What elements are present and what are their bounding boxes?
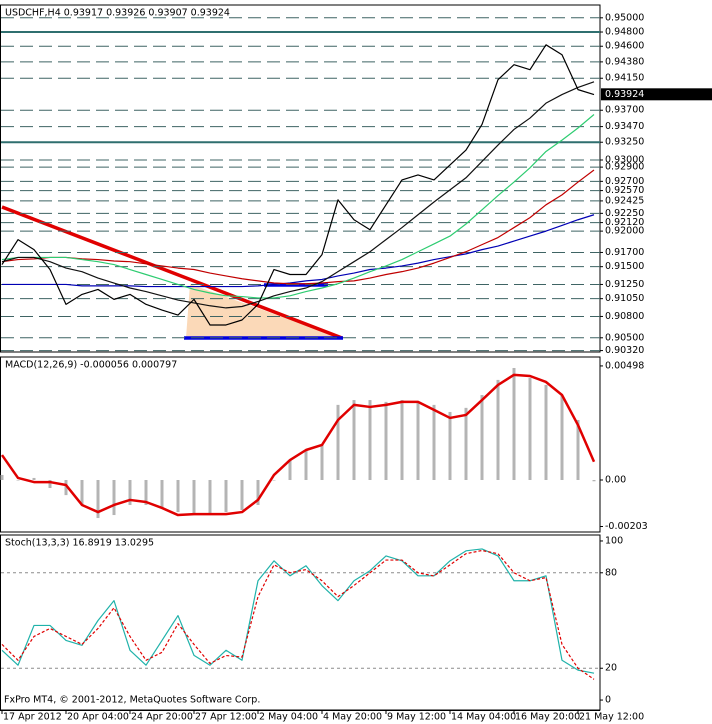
macd-bar bbox=[336, 404, 340, 481]
macd-bar bbox=[560, 395, 564, 481]
y-tick-label: 0.93700 bbox=[605, 105, 644, 116]
y-tick-label: 0.93470 bbox=[605, 121, 644, 132]
macd-bar bbox=[224, 480, 228, 513]
y-tick-label: 0.91500 bbox=[605, 261, 644, 272]
y-tick-label: 0.90320 bbox=[605, 345, 644, 356]
y-tick-label: 0.92250 bbox=[605, 208, 644, 219]
series-line bbox=[2, 214, 595, 288]
macd-bar bbox=[160, 480, 164, 508]
y-tick-label: 0.92570 bbox=[605, 185, 644, 196]
x-tick-label: 14 May 04:00 bbox=[451, 712, 516, 723]
macd-bar bbox=[400, 400, 404, 481]
trend-line bbox=[1, 205, 343, 340]
macd-bar bbox=[240, 480, 244, 511]
series-line bbox=[1, 114, 595, 299]
y-tick-label: 0.93000 bbox=[605, 155, 644, 166]
y-tick-label: -0.00203 bbox=[605, 521, 648, 532]
macd-bar bbox=[592, 480, 596, 482]
macd-bar bbox=[128, 480, 132, 505]
macd-bar bbox=[96, 480, 100, 519]
x-tick-label: 24 Apr 20:00 bbox=[131, 712, 193, 723]
y-tick-label: 0.94600 bbox=[605, 41, 644, 52]
macd-bar bbox=[528, 377, 532, 481]
macd-bar bbox=[208, 480, 212, 516]
panel-frame bbox=[0, 356, 601, 533]
macd-bar bbox=[512, 367, 516, 481]
y-tick-label: 0.91250 bbox=[605, 279, 644, 290]
macd-bar bbox=[48, 480, 52, 489]
macd-bar bbox=[464, 407, 468, 481]
macd-bar bbox=[480, 395, 484, 481]
y-tick-label: 0.92120 bbox=[605, 217, 644, 228]
macd-bar bbox=[192, 480, 196, 516]
panel-title: USDCHF,H4 0.93917 0.93926 0.93907 0.9392… bbox=[5, 8, 230, 19]
y-tick-label: 0.94380 bbox=[605, 56, 644, 67]
y-tick-label: 0.00498 bbox=[605, 360, 644, 371]
macd-bar bbox=[304, 449, 308, 481]
last-price-box bbox=[601, 88, 712, 101]
macd-bar bbox=[256, 480, 260, 505]
y-tick-label: 0.92000 bbox=[605, 226, 644, 237]
macd-bar bbox=[368, 400, 372, 481]
series-line bbox=[0, 373, 596, 517]
macd-bar bbox=[384, 401, 388, 481]
series-line bbox=[1, 549, 595, 680]
y-tick-label: 100 bbox=[605, 535, 623, 546]
y-tick-label: 0.92700 bbox=[605, 176, 644, 187]
macd-bar bbox=[544, 384, 548, 481]
y-tick-label: 0 bbox=[605, 695, 611, 706]
x-tick-label: 4 May 20:00 bbox=[323, 712, 382, 723]
x-tick-label: 20 Apr 04:00 bbox=[67, 712, 129, 723]
panel-title: Stoch(13,3,3) 16.8919 13.0295 bbox=[5, 538, 154, 549]
last-price-label: 0.93924 bbox=[605, 89, 644, 100]
x-tick-label: 2 May 04:00 bbox=[259, 712, 318, 723]
macd-bar bbox=[320, 444, 324, 481]
y-tick-label: 0.93250 bbox=[605, 137, 644, 148]
y-tick-label: 0.90800 bbox=[605, 311, 644, 322]
macd-bar bbox=[80, 480, 84, 505]
macd-bar bbox=[272, 480, 276, 481]
x-tick-label: 17 Apr 2012 bbox=[3, 712, 62, 723]
macd-bar bbox=[64, 480, 68, 496]
y-tick-label: 0.91700 bbox=[605, 247, 644, 258]
y-tick-label: 0.95000 bbox=[605, 12, 644, 23]
y-tick-label: 20 bbox=[605, 663, 617, 674]
copyright: FxPro MT4, © 2001-2012, MetaQuotes Softw… bbox=[4, 695, 260, 706]
macd-bar bbox=[576, 419, 580, 481]
y-tick-label: 0.90500 bbox=[605, 332, 644, 343]
macd-bar bbox=[432, 404, 436, 481]
macd-bar bbox=[0, 474, 4, 481]
y-tick-label: 0.92425 bbox=[605, 195, 644, 206]
macd-bar bbox=[144, 480, 148, 505]
y-tick-label: 0.00 bbox=[605, 475, 626, 486]
series-line bbox=[1, 81, 595, 309]
macd-bar bbox=[352, 400, 356, 481]
macd-bar bbox=[288, 460, 292, 481]
macd-bar bbox=[16, 480, 20, 481]
y-tick-label: 80 bbox=[605, 567, 617, 578]
macd-bar bbox=[176, 480, 180, 513]
y-tick-label: 0.94800 bbox=[605, 27, 644, 38]
x-tick-label: 21 May 12:00 bbox=[579, 712, 644, 723]
panel-frame bbox=[0, 4, 601, 353]
x-tick-label: 16 May 20:00 bbox=[515, 712, 580, 723]
macd-bar bbox=[496, 379, 500, 481]
macd-bar bbox=[448, 411, 452, 481]
macd-bar bbox=[416, 401, 420, 481]
macd-bar bbox=[32, 477, 36, 481]
macd-bar bbox=[112, 480, 116, 516]
series-line bbox=[1, 169, 595, 285]
y-tick-label: 0.94150 bbox=[605, 73, 644, 84]
y-tick-label: 0.91050 bbox=[605, 293, 644, 304]
x-tick-label: 27 Apr 12:00 bbox=[195, 712, 257, 723]
series-line bbox=[1, 44, 595, 326]
y-tick-label: 0.92900 bbox=[605, 162, 644, 173]
panel-title: MACD(12,26,9) -0.000056 0.000797 bbox=[5, 360, 177, 371]
x-tick-label: 9 May 12:00 bbox=[387, 712, 446, 723]
